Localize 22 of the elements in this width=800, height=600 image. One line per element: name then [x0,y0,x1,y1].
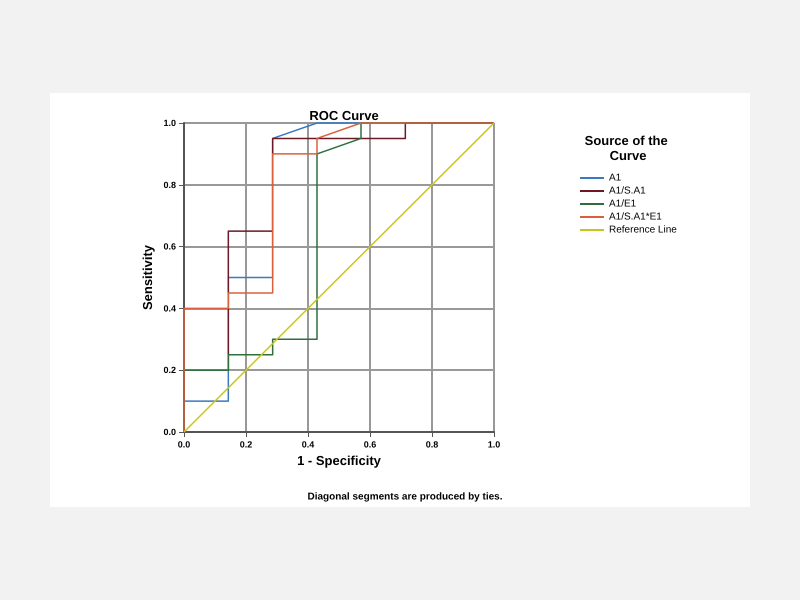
x-tick-label: 1.0 [488,440,500,450]
y-tick-label: 0.0 [163,427,176,437]
legend-title: Source of the Curve [584,133,672,163]
x-tick-label: 0.4 [302,440,314,450]
x-tick-label: 0.8 [426,440,438,450]
y-tick-label: 0.8 [163,180,176,190]
y-tick-label: 1.0 [163,118,176,128]
x-tick-label: 0.6 [364,440,376,450]
y-axis-title: Sensitivity [140,244,155,310]
x-tick-label: 0.0 [178,440,190,450]
legend-label: Reference Line [609,224,678,236]
x-tick-label: 0.2 [240,440,252,450]
y-tick-label: 0.4 [163,303,176,314]
y-tick-label: 0.2 [163,365,176,376]
legend-label: A1/S.A1*E1 [609,212,662,222]
text: Diagonal segments are produced by ties. [307,492,503,502]
legend-label: A1/E1 [609,198,637,210]
x-axis-title: 1 - Specificity [297,453,382,468]
legend-label: A1/S.A1 [609,186,646,196]
y-tick-label: 0.6 [163,242,176,252]
legend-label: A1 [609,172,622,184]
chart-title: ROC Curve [309,108,379,123]
